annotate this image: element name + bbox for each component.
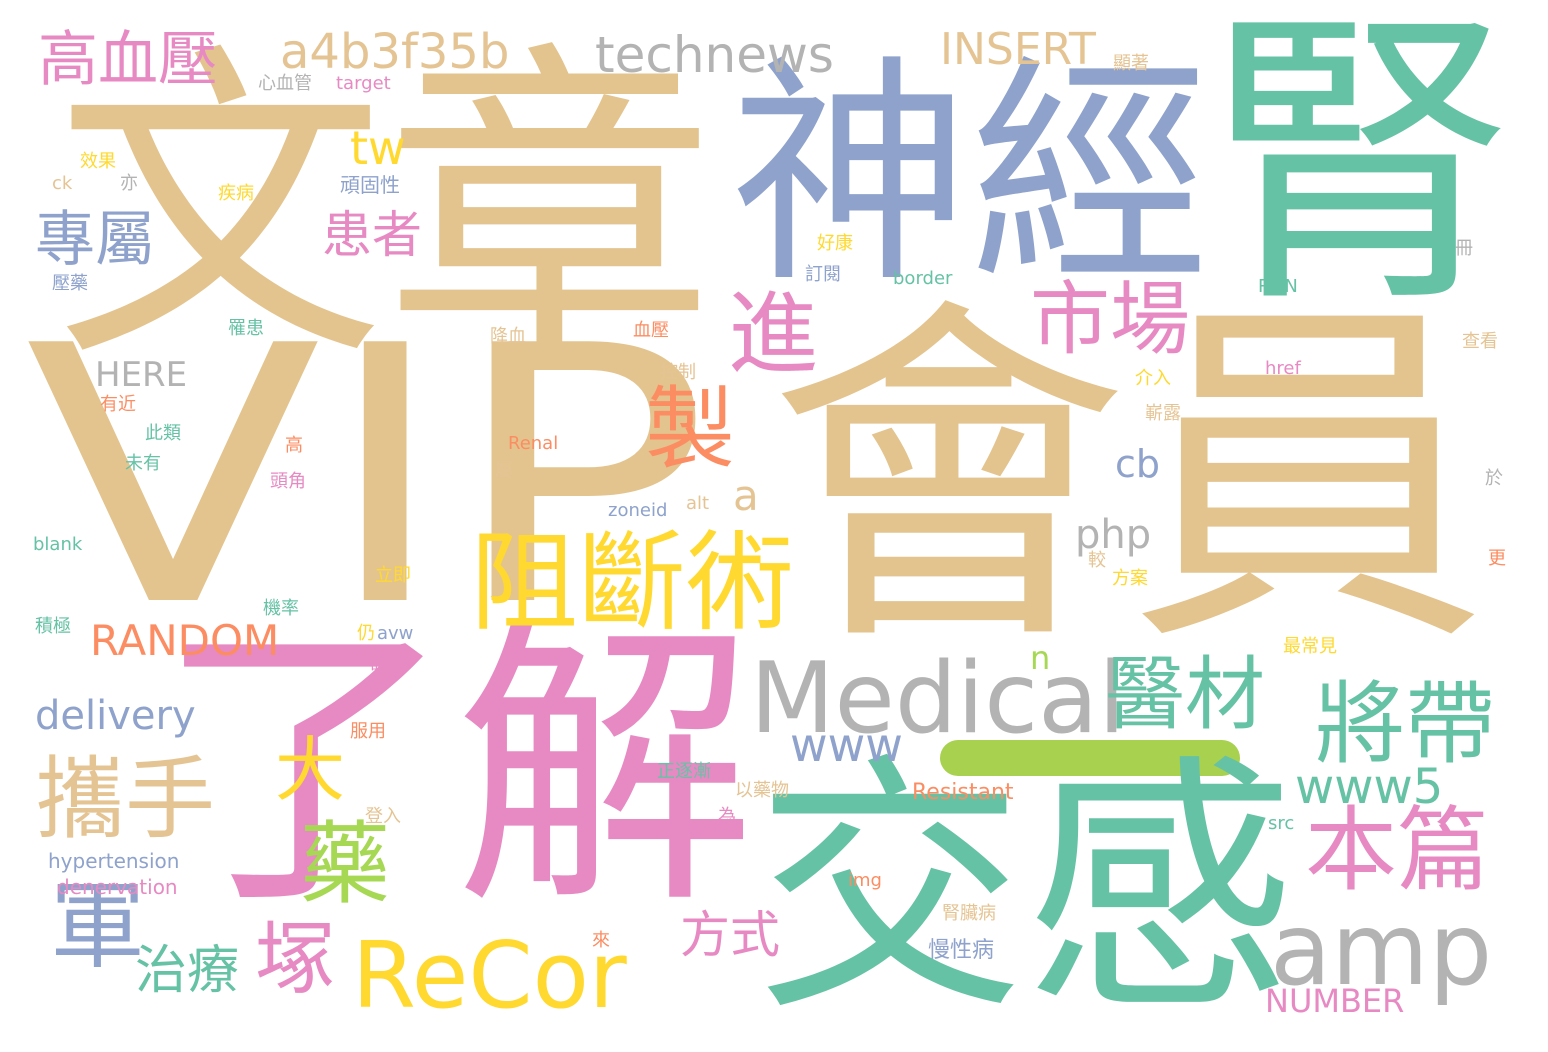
- word-zhanlu: 嶄露: [1145, 403, 1181, 424]
- word-denervation: denervation: [57, 875, 178, 899]
- word-toujiao: 頭角: [270, 471, 306, 492]
- word-liaojie: 了解: [155, 595, 755, 944]
- word-medical: Medical: [750, 642, 1126, 756]
- word-jiji: 積極: [35, 616, 71, 637]
- word-jin: 進: [728, 282, 818, 387]
- word-youjin: 有近: [100, 394, 136, 415]
- word-rdn: RDN: [1258, 276, 1298, 297]
- word-recor: ReCor: [352, 922, 627, 1029]
- word-zhengzhujian: 正逐漸: [657, 761, 711, 782]
- word-border: border: [893, 268, 953, 289]
- word-cb: cb: [1115, 442, 1161, 486]
- word-yu: 於: [1485, 468, 1503, 489]
- word-zoneid: zoneid: [608, 500, 668, 521]
- word-gao: 高: [285, 435, 303, 456]
- word-liji: 立即: [375, 565, 411, 586]
- word-fangan: 方案: [1112, 568, 1148, 589]
- word-jibing: 疾病: [218, 183, 254, 204]
- word-delivery: delivery: [35, 693, 196, 739]
- word-zhiliao: 治療: [135, 941, 240, 1001]
- word-wei: 為: [718, 806, 736, 827]
- word-yicai: 醫材: [1105, 648, 1265, 741]
- word-yayao: 壓藥: [52, 273, 88, 294]
- word-kongzhi: 控制: [660, 362, 696, 383]
- word-huiyuan: 會員: [768, 270, 1488, 689]
- word-manxingbing: 慢性病: [928, 938, 995, 963]
- word-php: php: [1075, 512, 1152, 558]
- word-zhong: 塚: [255, 913, 335, 1006]
- word-gaoxueya: 高血壓: [38, 25, 218, 95]
- word-lai: 來: [592, 930, 610, 951]
- word-jiaogan: 交感: [755, 732, 1295, 1047]
- word-img: img: [848, 870, 882, 891]
- word-shenjing: 神經: [730, 35, 1211, 315]
- word-number: NUMBER: [1265, 982, 1405, 1020]
- word-renal: Renal: [508, 433, 559, 454]
- word-a: a: [733, 471, 759, 520]
- word-ce: 冊: [1455, 238, 1473, 259]
- word-insert: INSERT: [940, 24, 1096, 75]
- word-shu: 屬: [495, 460, 513, 481]
- word-zhu: 註: [370, 653, 388, 674]
- word-alt: alt: [686, 493, 710, 514]
- word-zhi: 製: [645, 377, 735, 482]
- word-jiangdai: 將帶: [1315, 672, 1495, 777]
- word-jilv: 機率: [263, 598, 299, 619]
- word-xiaoguo: 效果: [80, 151, 116, 172]
- word-blank: blank: [33, 534, 83, 555]
- word-benpian: 本篇: [1305, 797, 1490, 904]
- word-target: target: [336, 73, 391, 94]
- word-yao: 藥: [300, 812, 390, 917]
- word-www5: www5: [1295, 759, 1444, 815]
- word-denglu: 登入: [365, 806, 401, 827]
- word-chakan: 查看: [1462, 331, 1498, 352]
- word-tw: tw: [350, 121, 406, 175]
- word-zuduanshu: 阻斷術: [470, 521, 795, 646]
- word-src: src: [1268, 813, 1295, 834]
- word-xianzhu: 顯著: [1113, 53, 1149, 74]
- word-shenzangbing: 腎臟病: [942, 903, 996, 924]
- word-lihuan: 罹患: [228, 318, 264, 339]
- word-vip: VIP: [25, 270, 711, 684]
- word-shichang: 市場: [1030, 273, 1190, 366]
- word-yi2: 亦: [120, 173, 138, 194]
- word-technews: technews: [595, 26, 834, 84]
- word-href: href: [1265, 358, 1301, 379]
- word-hypertension: hypertension: [48, 849, 180, 873]
- word-weiyou: 未有: [125, 453, 161, 474]
- word-jieru: 介入: [1135, 368, 1171, 389]
- word-dingyue: 訂閱: [805, 264, 841, 285]
- word-yiyaowu: 以藥物: [735, 780, 789, 801]
- word-ck: ck: [52, 173, 73, 194]
- word-random: RANDOM: [90, 616, 280, 665]
- word-amp: amp: [1270, 891, 1493, 1008]
- word-geng: 更: [1488, 548, 1506, 569]
- word-wangguxing: 頑固性: [340, 173, 400, 197]
- word-n: n: [1030, 639, 1051, 677]
- word-zuichangjian: 最常見: [1283, 636, 1337, 657]
- word-zhuanshu: 專屬: [35, 205, 155, 275]
- word-resistant: Resistant: [912, 780, 1014, 805]
- word-xinxueguan: 心血管: [258, 73, 312, 94]
- word-a4b3f35b: a4b3f35b: [280, 24, 510, 80]
- word-shen: 腎: [1205, 0, 1515, 345]
- word-avw: avw: [377, 623, 414, 644]
- word-da: 大: [275, 729, 345, 811]
- word-jiao: 較: [1088, 550, 1106, 571]
- word-cilei: 此類: [145, 423, 181, 444]
- word-www: www: [790, 718, 903, 772]
- word-wenzhang: 文章: [55, 18, 715, 402]
- word-reng: 仍: [357, 623, 375, 644]
- word-haokang: 好康: [817, 233, 853, 254]
- word-xieshou: 攜手: [35, 747, 215, 852]
- word-xueya: 血壓: [633, 320, 669, 341]
- green-bar: [940, 740, 1240, 776]
- word-jun: 軍: [50, 872, 146, 982]
- word-here: HERE: [95, 355, 188, 395]
- word-jiangxue: 降血: [490, 326, 526, 347]
- word-fuyong: 服用: [350, 721, 386, 742]
- word-fangshi: 方式: [680, 906, 780, 964]
- word-huanzhe: 患者: [322, 206, 422, 264]
